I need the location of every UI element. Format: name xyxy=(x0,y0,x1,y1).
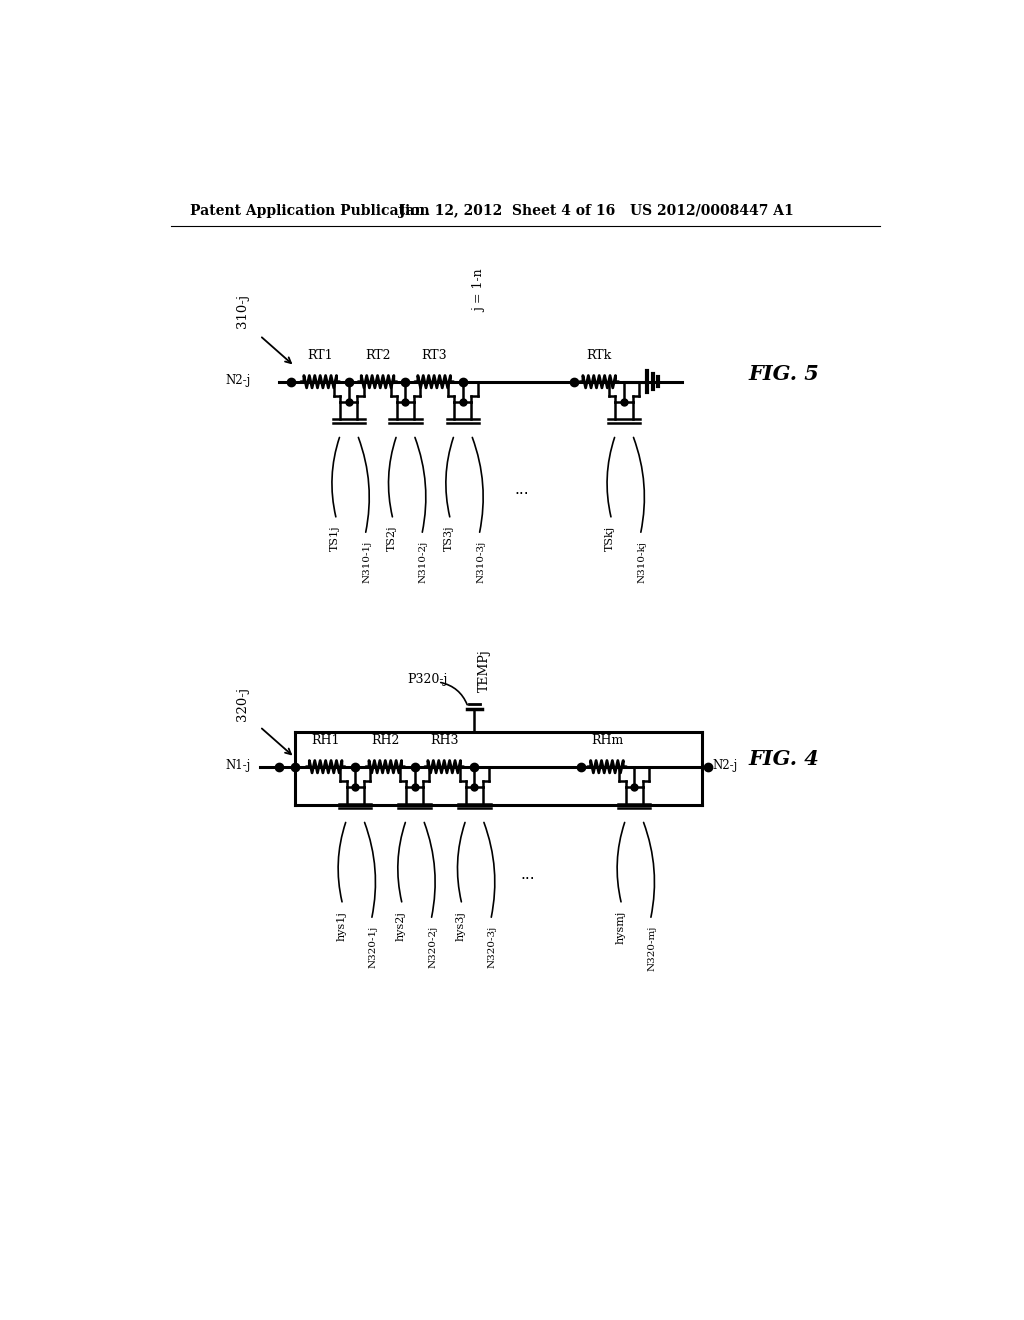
Text: hys3j: hys3j xyxy=(456,911,466,941)
Text: TS3j: TS3j xyxy=(443,525,454,552)
Text: RH3: RH3 xyxy=(430,734,459,747)
Text: RHm: RHm xyxy=(591,734,623,747)
Text: ...: ... xyxy=(519,755,537,774)
Text: RH1: RH1 xyxy=(311,734,340,747)
Text: N320-2j: N320-2j xyxy=(428,927,437,969)
Text: N2-j: N2-j xyxy=(713,759,737,772)
Text: N320-1j: N320-1j xyxy=(369,927,378,969)
Text: N310-2j: N310-2j xyxy=(419,541,428,583)
Text: RT2: RT2 xyxy=(365,348,390,362)
Text: FIG. 5: FIG. 5 xyxy=(748,364,819,384)
Text: 320-j: 320-j xyxy=(237,686,250,721)
Text: N310-3j: N310-3j xyxy=(476,541,485,583)
Text: hys2j: hys2j xyxy=(396,911,406,941)
Text: 310-j: 310-j xyxy=(237,294,250,327)
Text: hys1j: hys1j xyxy=(336,911,346,941)
Text: TEMPj: TEMPj xyxy=(478,649,492,692)
Text: RT1: RT1 xyxy=(307,348,333,362)
Text: N2-j: N2-j xyxy=(225,374,251,387)
Text: Patent Application Publication: Patent Application Publication xyxy=(190,203,430,218)
Text: ...: ... xyxy=(514,482,529,498)
Text: Jan. 12, 2012  Sheet 4 of 16: Jan. 12, 2012 Sheet 4 of 16 xyxy=(399,203,615,218)
Text: ...: ... xyxy=(513,371,530,388)
Text: hysmj: hysmj xyxy=(615,911,625,944)
Text: N320-3j: N320-3j xyxy=(487,927,497,969)
Text: N310-1j: N310-1j xyxy=(362,541,372,583)
Text: TS2j: TS2j xyxy=(386,525,396,552)
Text: j = 1-n: j = 1-n xyxy=(473,269,485,312)
Text: RT3: RT3 xyxy=(421,348,446,362)
Text: ...: ... xyxy=(520,867,536,882)
Text: P320-j: P320-j xyxy=(407,673,447,686)
Text: RTk: RTk xyxy=(587,348,611,362)
Text: N320-mj: N320-mj xyxy=(647,927,656,972)
Text: TS1j: TS1j xyxy=(330,525,340,552)
Text: US 2012/0008447 A1: US 2012/0008447 A1 xyxy=(630,203,794,218)
Text: TSkj: TSkj xyxy=(605,525,615,550)
Text: RH2: RH2 xyxy=(371,734,399,747)
Text: FIG. 4: FIG. 4 xyxy=(748,748,819,770)
Text: N1-j: N1-j xyxy=(225,759,251,772)
Text: N310-kj: N310-kj xyxy=(637,541,646,583)
